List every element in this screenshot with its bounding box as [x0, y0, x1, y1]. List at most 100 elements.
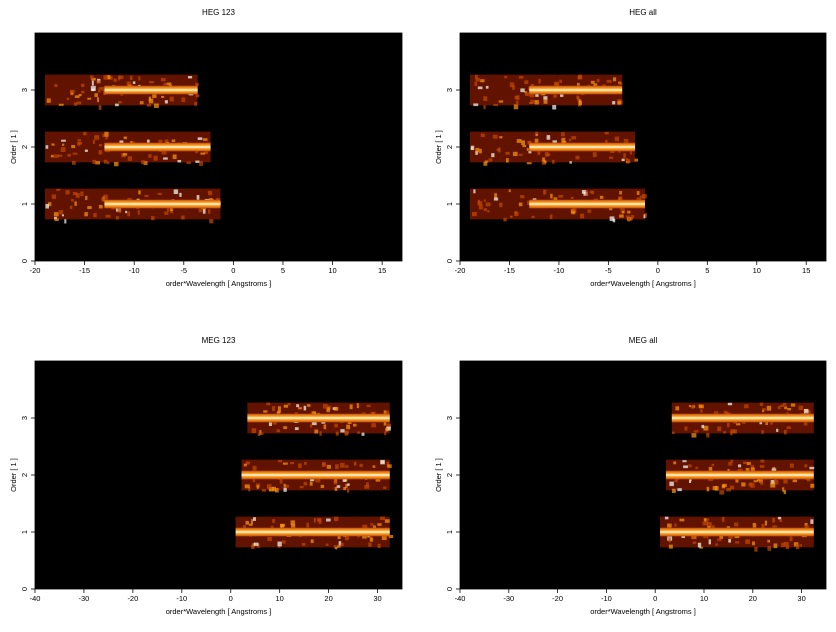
x-tick-label: 20	[749, 594, 757, 603]
speckle	[804, 408, 809, 414]
x-tick-label: 0	[229, 594, 233, 603]
speckle	[559, 79, 562, 83]
speckle	[785, 545, 790, 550]
speckle	[561, 137, 566, 143]
speckle	[730, 429, 736, 434]
speckle	[516, 139, 522, 143]
speckle	[618, 196, 623, 202]
speckle	[513, 104, 519, 110]
speckle	[752, 541, 755, 546]
speckle	[622, 211, 625, 214]
speckle	[480, 133, 485, 138]
speckle	[196, 195, 200, 200]
speckle	[277, 406, 281, 411]
x-tick-label: -20	[455, 266, 466, 275]
y-tick-label: 1	[20, 202, 29, 206]
band-core	[529, 142, 636, 152]
speckle	[605, 139, 608, 145]
band-order-2	[44, 131, 211, 167]
speckle	[248, 486, 251, 492]
speckle	[558, 195, 564, 198]
x-tick-label: -30	[503, 594, 514, 603]
speckle	[492, 134, 498, 139]
speckle	[384, 431, 387, 436]
speckle	[106, 74, 111, 80]
speckle	[636, 197, 642, 202]
speckle	[117, 208, 122, 213]
speckle	[166, 206, 170, 212]
speckle	[761, 523, 765, 528]
speckle	[85, 195, 88, 201]
speckle	[483, 105, 486, 110]
speckle	[612, 218, 616, 223]
speckle	[346, 424, 351, 430]
speckle	[344, 465, 349, 468]
speckle	[612, 101, 616, 105]
speckle	[383, 410, 387, 414]
speckle	[750, 482, 755, 488]
speckle	[631, 215, 635, 218]
speckle	[577, 96, 580, 102]
y-tick-label: 3	[445, 416, 454, 420]
speckle	[766, 405, 772, 411]
speckle	[527, 92, 531, 96]
speckle	[483, 161, 488, 166]
speckle	[803, 422, 808, 426]
speckle	[266, 484, 272, 489]
speckle	[118, 75, 124, 79]
speckle	[372, 525, 376, 530]
speckle	[745, 539, 751, 544]
speckle	[105, 214, 111, 218]
speckle	[545, 152, 549, 157]
speckle	[76, 101, 82, 105]
speckle	[259, 430, 262, 436]
speckle	[581, 189, 587, 194]
x-tick-label: -5	[605, 266, 612, 275]
speckle	[50, 154, 54, 158]
speckle	[728, 461, 733, 466]
speckle	[737, 468, 743, 472]
speckle	[784, 406, 788, 410]
x-axis-label: order*Wavelength [ Angstroms ]	[590, 607, 696, 616]
speckle	[153, 155, 158, 161]
speckle	[380, 459, 385, 465]
speckle	[735, 479, 739, 483]
x-tick-label: 10	[328, 266, 336, 275]
speckle	[514, 211, 519, 217]
speckle	[626, 158, 631, 164]
speckle	[522, 144, 527, 148]
speckle	[625, 215, 631, 218]
speckle	[549, 214, 553, 220]
speckle	[759, 464, 765, 468]
speckle	[599, 195, 604, 199]
speckle	[78, 94, 82, 97]
speckle	[609, 207, 613, 211]
speckle	[771, 468, 777, 472]
band-core	[665, 470, 814, 480]
speckle	[60, 147, 66, 152]
speckle	[164, 139, 169, 143]
speckle	[736, 423, 741, 426]
speckle	[804, 525, 809, 529]
speckle	[334, 423, 338, 428]
speckle	[505, 158, 509, 163]
speckle	[152, 94, 157, 98]
speckle	[609, 156, 614, 159]
speckle	[91, 80, 94, 86]
speckle	[256, 485, 260, 489]
speckle	[494, 193, 497, 198]
speckle	[298, 407, 303, 410]
x-tick-label: 15	[378, 266, 386, 275]
speckle	[783, 429, 787, 435]
speckle	[160, 77, 166, 82]
speckle	[512, 85, 515, 90]
speckle	[387, 464, 392, 468]
speckle	[484, 160, 489, 163]
speckle	[172, 154, 177, 160]
x-tick-label: 5	[281, 266, 285, 275]
speckle	[370, 523, 374, 526]
speckle	[475, 74, 478, 80]
speckle	[537, 151, 541, 155]
speckle	[101, 87, 105, 91]
speckle	[674, 479, 678, 483]
